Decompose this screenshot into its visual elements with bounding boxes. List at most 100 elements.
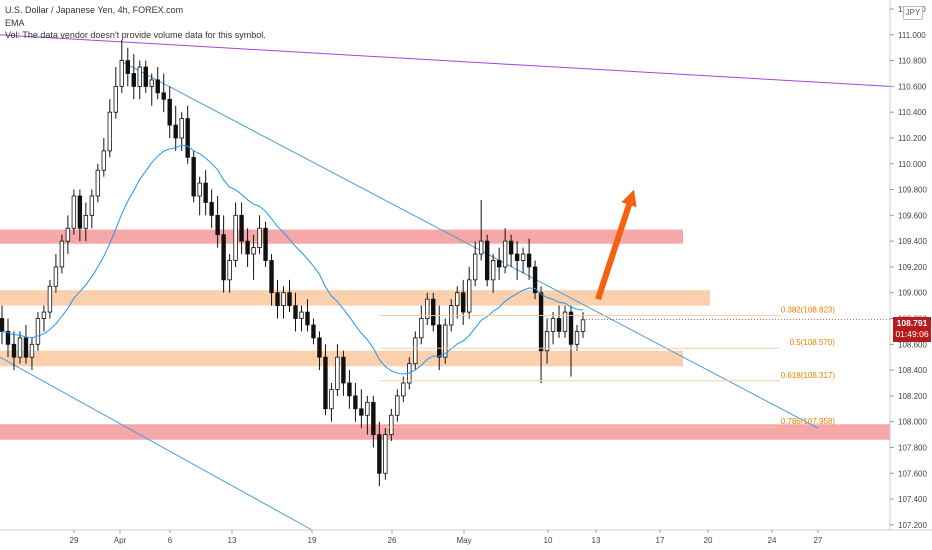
candle-body (287, 292, 292, 307)
chart-legend: U.S. Dollar / Japanese Yen, 4h, FOREX.co… (5, 4, 266, 42)
candle-body (113, 85, 119, 113)
time-tick-label: 6 (168, 536, 173, 545)
candle-body (191, 156, 196, 197)
candle-body (53, 266, 59, 287)
price-tick-label: 108.600 (898, 340, 927, 349)
fib-level-label: 0.382(108.823) (781, 306, 836, 315)
candle-body (562, 311, 568, 332)
candle-body (11, 343, 17, 358)
candle-body (550, 318, 556, 332)
candle-body (359, 408, 364, 416)
candle-body (173, 124, 178, 139)
price-tick-label: 109.600 (898, 211, 927, 220)
time-tick-label: Apr (114, 536, 127, 545)
zone-red (0, 229, 683, 244)
symbol-title[interactable]: U.S. Dollar / Japanese Yen, 4h, FOREX.co… (5, 5, 184, 15)
time-tick-label: 26 (388, 536, 397, 545)
candle-body (461, 292, 466, 313)
candle-body (83, 214, 89, 229)
price-tick-label: 109.200 (898, 263, 927, 272)
price-tick-label: 110.200 (898, 134, 927, 143)
candle-body (101, 150, 107, 171)
candle-body (532, 266, 538, 294)
candle-body (466, 279, 472, 313)
candle-body (263, 227, 268, 261)
candle-body (71, 195, 77, 229)
candle-body (383, 434, 388, 474)
candle-body (89, 195, 95, 216)
candle-body (496, 260, 502, 268)
ema-indicator-label[interactable]: EMA (5, 17, 25, 28)
candle-body (119, 60, 124, 87)
candle-body (65, 227, 71, 242)
candle-body (538, 292, 544, 352)
time-tick-label: 13 (228, 536, 237, 545)
price-tick-label: 107.800 (898, 443, 927, 452)
candle-body (395, 395, 400, 416)
candle-body (275, 292, 280, 307)
price-tick-label: 108.400 (898, 366, 927, 375)
candle-body (137, 66, 142, 87)
bar-countdown: 01:49:06 (895, 329, 929, 339)
candle-body (299, 311, 304, 319)
candle-body (484, 240, 490, 281)
fib-level-label: 0.786(107.958) (781, 417, 836, 426)
candle-body (371, 401, 376, 435)
price-tick-label: 108.200 (898, 392, 927, 401)
time-tick-label: 10 (544, 536, 553, 545)
zone-red (0, 424, 890, 440)
candle-body (77, 195, 83, 229)
candle-body (568, 311, 574, 345)
candle-body (508, 240, 514, 255)
candle-body (419, 318, 424, 339)
price-tick-label: 110.400 (898, 108, 927, 117)
zone-orange (0, 290, 710, 306)
price-tick-label: 110.600 (898, 82, 927, 91)
time-tick-label: 17 (656, 536, 665, 545)
candle-body (179, 118, 184, 139)
price-tick-label: 111.000 (898, 31, 926, 40)
candle-body (131, 73, 136, 87)
trendline-channel-lower (0, 356, 313, 531)
candle-body (347, 382, 352, 397)
trendline-upper (0, 34, 891, 87)
candle-body (0, 318, 5, 332)
candle-body (472, 253, 478, 281)
candle-body (221, 234, 226, 281)
candle-body (431, 298, 436, 326)
time-tick-label: 24 (768, 536, 777, 545)
candle-body (149, 79, 154, 87)
candle-body (239, 214, 244, 242)
candle-body (305, 311, 310, 326)
candle-body (107, 111, 113, 152)
arrow-layer (595, 189, 637, 301)
candle-body (490, 260, 496, 281)
candle-body (215, 214, 220, 236)
candle-body (143, 66, 148, 87)
candle-body (401, 382, 406, 397)
candle-body (323, 356, 328, 410)
candle-body (35, 318, 41, 345)
time-tick-label: May (456, 536, 471, 545)
candle-body (203, 182, 208, 203)
candle-body (437, 324, 442, 358)
currency-badge[interactable]: JPY (903, 6, 923, 20)
ema-line (1, 144, 584, 375)
ema-layer (1, 144, 584, 375)
candle-body (257, 227, 262, 248)
price-tick-label: 109.800 (898, 186, 927, 195)
candle-body (377, 434, 382, 474)
price-tick-label: 108.000 (898, 418, 927, 427)
candle-body (317, 337, 322, 358)
candle-body (574, 331, 580, 345)
candle-body (5, 331, 11, 345)
price-tick-label: 109.000 (898, 289, 927, 298)
candle-body (389, 414, 394, 435)
candle-body (209, 202, 214, 216)
candle-body (251, 247, 256, 255)
price-tick-label: 109.400 (898, 237, 927, 246)
candle-body (580, 319, 586, 332)
candle-body (17, 337, 23, 358)
